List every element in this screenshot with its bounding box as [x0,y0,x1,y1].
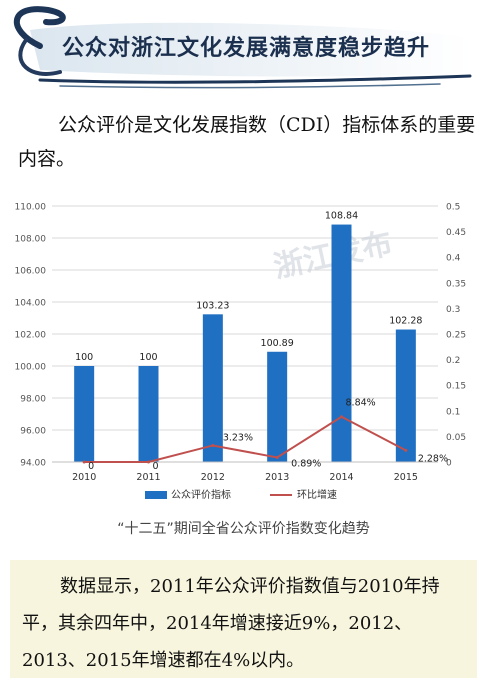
y-right-tick-label: 0.1 [446,407,460,417]
y-right-tick-label: 0.15 [446,382,466,392]
y-right-tick-label: 0.05 [446,433,466,443]
y-left-tick-label: 96.00 [20,427,46,437]
y-right-tick-label: 0.45 [446,228,466,238]
line-data-label: 3.23% [223,432,253,443]
growth-point [275,455,279,459]
growth-point [340,415,343,419]
cdi-chart: 94.00 96.00 98.00 100.00 102.00 104.00 106.00 1… [0,190,487,530]
y-left-tick-label: 110.00 [15,203,47,213]
banner-title: 公众对浙江文化发展满意度稳步趋升 [62,35,431,61]
y-right-tick-label: 0 [446,459,452,469]
x-tick-label: 2011 [136,472,160,483]
x-tick-label: 2014 [329,472,353,483]
legend-bar-swatch [145,491,167,499]
bar-data-label: 102.28 [389,316,422,327]
bar [202,314,223,462]
y-left-tick-label: 102.00 [15,331,47,341]
y-right-tick-label: 0.5 [446,203,460,213]
bar-data-label: 100.89 [261,338,294,349]
y-right-tick-label: 0.25 [446,331,466,341]
growth-line [84,415,407,463]
y-right-tick-label: 0.4 [446,254,461,264]
line-data-label: 0.89% [291,458,321,469]
bar [138,366,159,462]
y-left-tick-label: 98.00 [20,395,46,405]
growth-point [147,460,150,464]
y-left-tick-label: 106.00 [15,267,47,277]
bar [331,224,352,462]
y-left-tick-label: 108.00 [15,235,47,245]
line-data-label: 8.84% [346,398,376,409]
growth-point [211,443,215,447]
line-data-label: 2.28% [418,453,448,464]
bar-data-label: 108.84 [325,211,358,222]
legend-bar-label: 公众评价指标 [171,488,231,501]
legend-line-label: 环比增速 [297,488,337,501]
x-tick-label: 2015 [394,472,418,483]
header-banner: 公众对浙江文化发展满意度稳步趋升 [0,0,487,90]
summary-text: 数据显示，2011年公众评价指数值与2010年持平，其余四年中，2014年增速接… [22,576,440,671]
growth-point [404,448,408,452]
bar [395,329,416,462]
bar [74,366,95,462]
y-right-tick-label: 0.35 [446,279,466,289]
bar-data-label: 103.23 [196,300,229,311]
bar-data-label: 100 [75,352,93,363]
chart-caption: “十二五”期间全省公众评价指数变化趋势 [117,521,370,537]
summary-box: 数据显示，2011年公众评价指数值与2010年持平，其余四年中，2014年增速接… [10,560,477,678]
bar [267,351,288,462]
y-right-tick-label: 0.2 [446,356,460,366]
bar-data-label: 100 [139,352,157,363]
chart-svg: 94.00 96.00 98.00 100.00 102.00 104.00 106.00 1… [15,203,467,502]
banner-brush-decoration [13,6,472,89]
y-left-tick-label: 94.00 [20,459,46,469]
growth-point [82,460,86,464]
x-tick-label: 2010 [72,472,96,483]
intro-paragraph: 公众评价是文化发展指数（CDI）指标体系的重要内容。 [18,114,476,170]
line-data-label: 0 [153,461,159,472]
line-data-label: 0 [88,461,94,472]
x-tick-label: 2012 [201,472,225,483]
x-tick-label: 2013 [265,472,289,483]
y-left-tick-label: 104.00 [15,299,47,309]
y-left-tick-label: 100.00 [15,363,47,373]
y-right-tick-label: 0.3 [446,305,460,315]
